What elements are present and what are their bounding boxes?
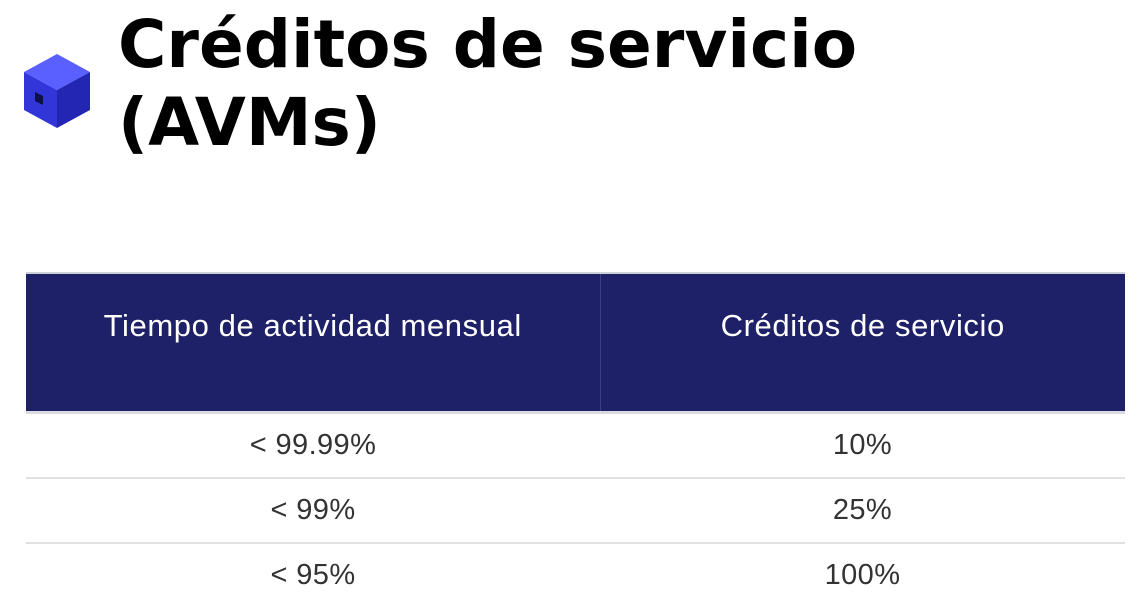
credit-cell: 25% (600, 478, 1125, 544)
uptime-cell: < 95% (270, 559, 356, 591)
credit-cell: 10% (600, 412, 1125, 479)
uptime-cell: < 99% (26, 478, 600, 544)
uptime-cell: < 99.99% (26, 412, 600, 479)
cube-icon (24, 54, 90, 128)
column-header-uptime: Tiempo de actividad mensual (26, 272, 600, 414)
table-row: < 95% 100% (26, 543, 1125, 607)
page-title: Créditos de servicio (AVMs) (118, 6, 858, 161)
table-row: < 99% 25% (26, 478, 1125, 544)
column-header-credits: Créditos de servicio (599, 272, 1125, 414)
table-row: < 99.99% 10% (26, 412, 1125, 479)
service-credits-table: Tiempo de actividad mensual Créditos de … (26, 272, 1125, 607)
table-header-row: Tiempo de actividad mensual Créditos de … (26, 272, 1125, 414)
credit-cell: 100% (824, 559, 901, 591)
